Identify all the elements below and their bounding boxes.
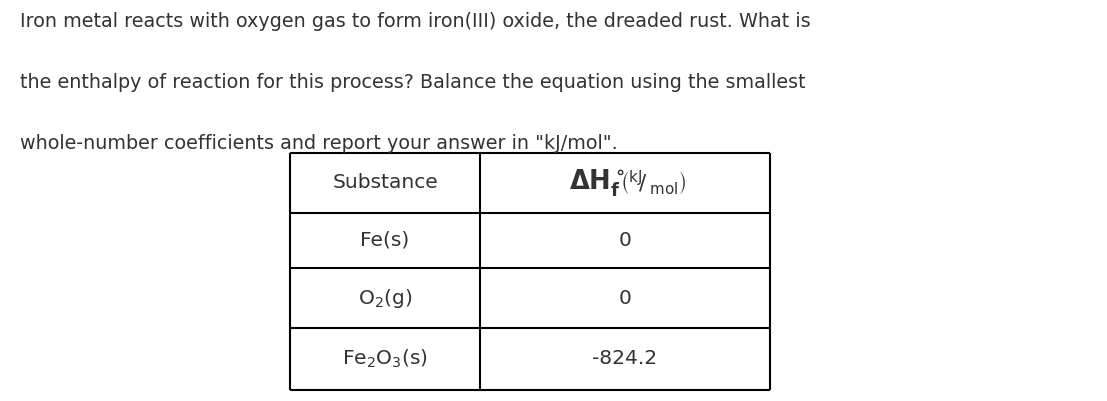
Text: Fe(s): Fe(s)	[361, 231, 410, 250]
Text: Substance: Substance	[332, 174, 438, 192]
Text: Iron metal reacts with oxygen gas to form iron(III) oxide, the dreaded rust. Wha: Iron metal reacts with oxygen gas to for…	[20, 12, 810, 31]
Text: -824.2: -824.2	[592, 350, 658, 369]
Text: whole-number coefficients and report your answer in "kJ/mol".: whole-number coefficients and report you…	[20, 134, 618, 153]
Text: $\mathbf{\Delta H_f^\circ}$: $\mathbf{\Delta H_f^\circ}$	[569, 167, 624, 199]
Text: the enthalpy of reaction for this process? Balance the equation using the smalle: the enthalpy of reaction for this proces…	[20, 73, 806, 92]
Text: 0: 0	[619, 288, 631, 308]
Text: $\left({}^{\mathrm{kJ}}\!/\,_{\mathrm{mol}}\right)$: $\left({}^{\mathrm{kJ}}\!/\,_{\mathrm{mo…	[620, 168, 686, 197]
Text: 0: 0	[619, 231, 631, 250]
Text: Fe$_2$O$_3$(s): Fe$_2$O$_3$(s)	[342, 348, 427, 370]
Text: O$_2$(g): O$_2$(g)	[358, 286, 412, 310]
